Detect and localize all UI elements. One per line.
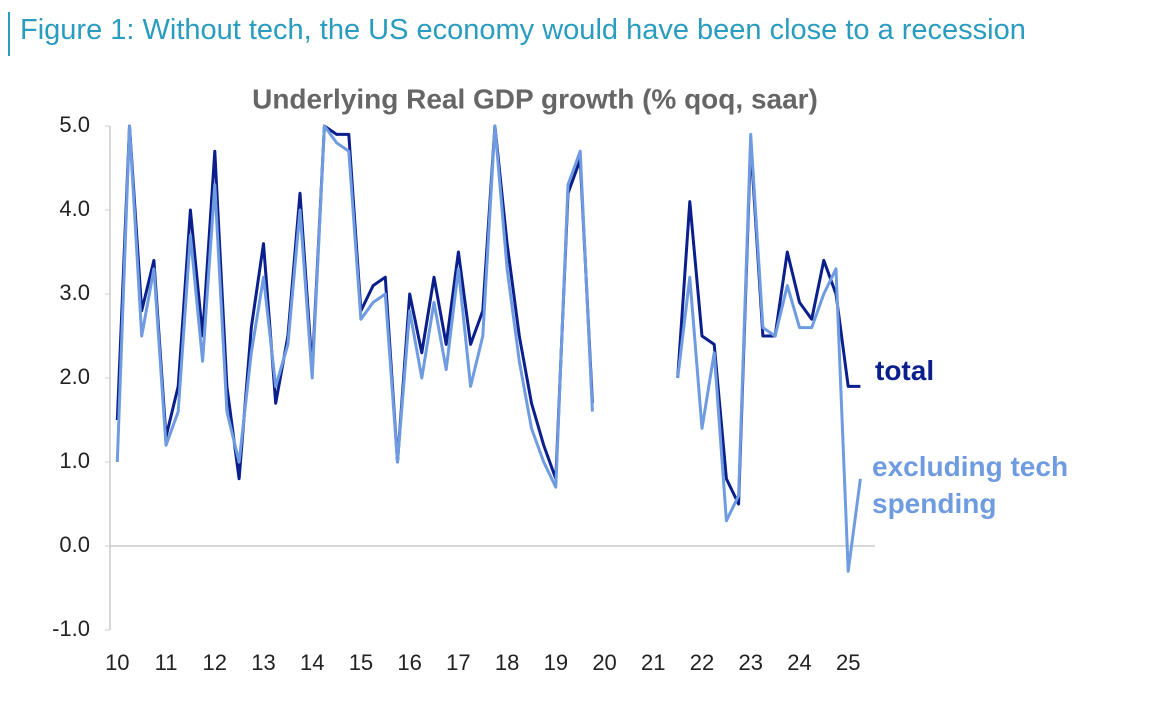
- y-tick-label: 5.0: [59, 112, 90, 137]
- x-tick-label: 20: [592, 650, 616, 675]
- y-tick-label: 1.0: [59, 448, 90, 473]
- x-tick-label: 13: [251, 650, 275, 675]
- x-tick-label: 10: [105, 650, 129, 675]
- x-tick-label: 25: [836, 650, 860, 675]
- x-tick-label: 19: [544, 650, 568, 675]
- series-line: [115, 124, 862, 573]
- x-tick-label: 17: [446, 650, 470, 675]
- y-tick-label: 2.0: [59, 364, 90, 389]
- x-tick-label: 12: [203, 650, 227, 675]
- x-tick-label: 23: [739, 650, 763, 675]
- x-tick-label: 11: [155, 650, 178, 675]
- title-bar: [8, 12, 10, 56]
- y-tick-label: -1.0: [52, 616, 90, 641]
- y-tick-label: 0.0: [59, 532, 90, 557]
- x-tick-label: 18: [495, 650, 519, 675]
- x-tick-label: 14: [300, 650, 324, 675]
- y-tick-label: 4.0: [59, 196, 90, 221]
- legend-ex-tech: excluding tech spending: [872, 451, 1069, 519]
- figure-title: Figure 1: Without tech, the US economy w…: [20, 14, 1026, 46]
- x-tick-label: 16: [397, 650, 421, 675]
- x-tick-label: 24: [787, 650, 811, 675]
- x-tick-label: 22: [690, 650, 714, 675]
- chart-title: Underlying Real GDP growth (% qoq, saar): [252, 83, 818, 114]
- x-tick-label: 15: [349, 650, 373, 675]
- x-tick-label: 21: [641, 650, 665, 675]
- legend-total: total: [875, 355, 935, 386]
- y-tick-label: 3.0: [59, 280, 90, 305]
